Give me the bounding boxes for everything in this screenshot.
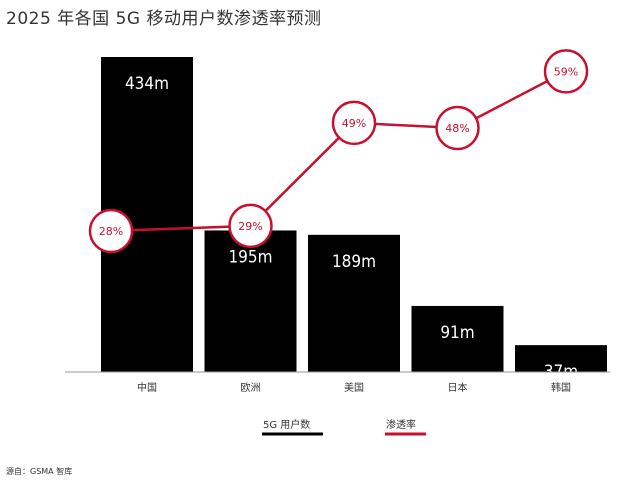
category-labels: 中国 欧洲 美国 日本 韩国 xyxy=(137,381,571,394)
category-label: 中国 xyxy=(137,381,157,394)
bar-3 xyxy=(411,305,504,372)
legend-label-subscribers: 5G 用户数 xyxy=(263,418,310,431)
category-label: 日本 xyxy=(448,381,468,394)
bar-1 xyxy=(204,230,297,372)
category-label: 韩国 xyxy=(551,381,571,394)
penetration-value-label: 29% xyxy=(238,220,262,233)
bar-value-label: 189m xyxy=(332,252,376,272)
bar-value-label: 91m xyxy=(440,323,474,343)
bar-2 xyxy=(308,234,400,372)
penetration-marker-1 xyxy=(228,203,273,249)
penetration-marker-4 xyxy=(543,49,589,94)
penetration-marker-0 xyxy=(88,208,134,254)
category-label: 欧洲 xyxy=(241,382,261,394)
legend: 5G 用户数 渗透率 xyxy=(262,418,426,436)
penetration-value-label: 48% xyxy=(445,122,469,135)
bar-value-label: 195m xyxy=(228,247,272,267)
category-label: 美国 xyxy=(344,381,364,394)
chart-title: 2025 年各国 5G 移动用户数渗透率预测 xyxy=(6,9,322,29)
penetration-value-label: 59% xyxy=(554,65,578,78)
penetration-value-label: 49% xyxy=(342,117,366,130)
bar-4 xyxy=(515,345,607,372)
penetration-marker-2 xyxy=(331,100,377,146)
penetration-markers: 28% 29% 49% 48% 59% xyxy=(88,49,589,254)
source-note: 源自：GSMA 智库 xyxy=(6,467,73,476)
legend-label-penetration: 渗透率 xyxy=(386,418,416,431)
bar-value-label: 434m xyxy=(125,74,169,94)
penetration-value-label: 28% xyxy=(99,225,123,238)
penetration-marker-3 xyxy=(435,105,480,151)
